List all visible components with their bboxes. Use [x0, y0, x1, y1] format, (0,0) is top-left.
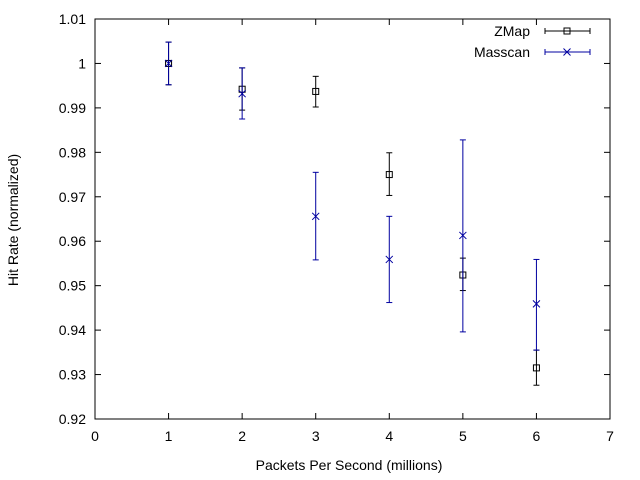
point-1-3 — [385, 255, 394, 264]
x-tick-label-7: 7 — [606, 428, 614, 444]
point-1-1 — [238, 89, 246, 98]
legend-marker-1 — [563, 48, 571, 56]
y-tick-label-0: 0.92 — [59, 411, 86, 427]
x-tick-label-2: 2 — [238, 428, 246, 444]
plot-frame — [94, 18, 611, 420]
axis-ticks: 0 1 2 3 4 5 6 7 0.92 0.93 0.94 0.95 0.96 0.97 0.98 0.99… — [59, 11, 614, 444]
legend: ZMap Masscan — [474, 23, 591, 60]
legend-label-zmap: ZMap — [494, 23, 530, 39]
point-1-5 — [532, 300, 541, 308]
point-0-5 — [532, 364, 540, 372]
y-tick-label-3: 0.95 — [59, 278, 86, 294]
x-tick-label-3: 3 — [312, 428, 320, 444]
y-tick-label-9: 1.01 — [59, 11, 86, 27]
y-tick-label-5: 0.97 — [59, 189, 86, 205]
x-axis-label: Packets Per Second (millions) — [256, 457, 443, 473]
x-tick-label-1: 1 — [165, 428, 173, 444]
point-1-0 — [164, 59, 173, 68]
y-tick-label-4: 0.96 — [59, 233, 86, 249]
y-tick-label-2: 0.94 — [59, 322, 86, 338]
series-zmap — [165, 41, 540, 386]
legend-sample-zmap — [544, 27, 591, 35]
x-tick-label-5: 5 — [459, 428, 467, 444]
y-tick-label-6: 0.98 — [59, 144, 86, 160]
x-tick-label-4: 4 — [385, 428, 393, 444]
data-marks — [164, 41, 541, 386]
x-tick-label-0: 0 — [91, 428, 99, 444]
point-1-2 — [311, 212, 320, 221]
legend-label-masscan: Masscan — [474, 44, 530, 60]
legend-marker-0 — [563, 27, 571, 35]
point-1-4 — [459, 231, 467, 240]
legend-sample-masscan — [544, 48, 591, 56]
y-axis-label: Hit Rate (normalized) — [5, 154, 21, 286]
y-tick-label-1: 0.93 — [59, 367, 86, 383]
x-tick-label-6: 6 — [533, 428, 541, 444]
series-masscan — [164, 41, 541, 351]
y-tick-label-7: 0.99 — [59, 100, 86, 116]
point-0-2 — [312, 87, 320, 95]
point-0-3 — [385, 171, 393, 179]
y-tick-label-8: 1 — [78, 55, 86, 71]
